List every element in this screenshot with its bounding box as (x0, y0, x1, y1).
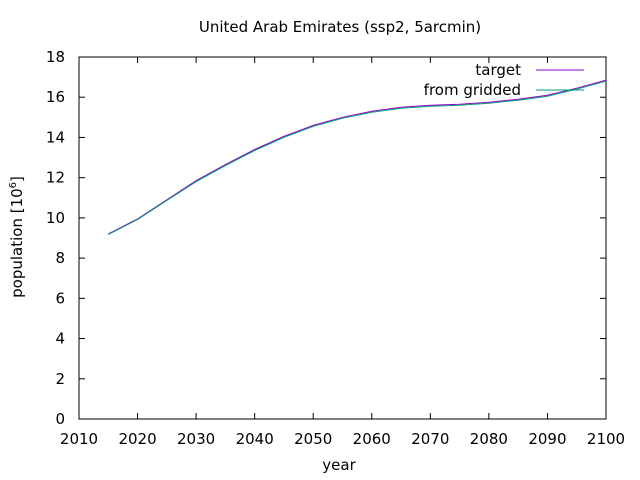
x-axis-label: year (322, 456, 356, 474)
y-tick-label: 4 (55, 330, 65, 348)
y-tick-label: 10 (46, 209, 65, 227)
chart-title: United Arab Emirates (ssp2, 5arcmin) (199, 18, 481, 36)
x-tick-label: 2080 (470, 430, 508, 448)
y-tick-label: 16 (46, 88, 65, 106)
x-tick-label: 2040 (236, 430, 274, 448)
legend-label: target (475, 61, 521, 79)
x-tick-label: 2010 (60, 430, 98, 448)
y-tick-label: 18 (46, 48, 65, 66)
series-line-0 (108, 79, 607, 235)
y-tick-label: 12 (46, 169, 65, 187)
y-tick-label: 6 (55, 289, 65, 307)
y-tick-label: 0 (55, 410, 65, 428)
y-axis-label-suffix: ] (8, 176, 26, 182)
x-ticks: 2010 2020 2030 2040 2050 2060 2070 2080 2090 2100 (60, 57, 625, 448)
y-axis-label-exponent: 6 (8, 182, 19, 188)
y-tick-label: 2 (55, 370, 65, 388)
y-tick-label: 8 (55, 249, 65, 267)
x-tick-label: 2020 (118, 430, 156, 448)
x-tick-label: 2090 (528, 430, 566, 448)
y-tick-label: 14 (46, 128, 65, 146)
x-tick-label: 2030 (177, 430, 215, 448)
series-lines (108, 79, 607, 235)
y-axis-label-base: population [10 (8, 188, 26, 298)
y-axis-label: population [106] (8, 176, 26, 298)
y-ticks: 0 2 4 6 8 10 12 14 16 18 (46, 48, 606, 428)
plot-frame (78, 56, 607, 420)
x-tick-label: 2100 (587, 430, 625, 448)
x-tick-label: 2050 (294, 430, 332, 448)
legend: target from gridded (424, 61, 584, 99)
series-line-1 (108, 80, 607, 235)
x-tick-label: 2060 (353, 430, 391, 448)
x-tick-label: 2070 (411, 430, 449, 448)
legend-label: from gridded (424, 81, 521, 99)
